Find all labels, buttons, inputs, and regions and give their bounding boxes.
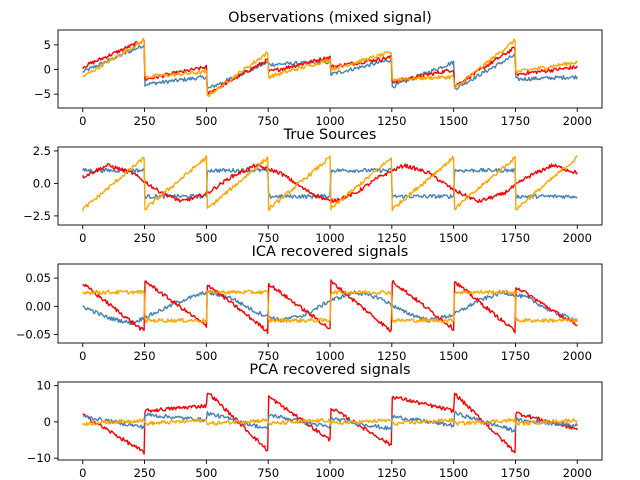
x-tick-label: 1250 (377, 349, 406, 363)
series-line-4-1 (82, 392, 578, 455)
y-tick-label: −0.05 (16, 328, 51, 342)
chart-panel-3: 0 250 500 750 1000 1250 1500 1750 2000 0.05 0.00 −0… (16, 244, 603, 363)
x-tick-label: 1000 (315, 466, 344, 480)
x-tick-label: 250 (134, 349, 156, 363)
x-tick-label: 250 (134, 231, 156, 245)
y-tick-label: 2.5 (33, 144, 51, 158)
y-tick-label: −2.5 (23, 209, 51, 223)
x-tick-label: 2000 (563, 466, 592, 480)
panel-title: PCA recovered signals (249, 362, 410, 378)
x-tick-label: 0 (79, 231, 86, 245)
panel-title: True Sources (283, 127, 377, 143)
x-tick-label: 0 (79, 349, 86, 363)
y-tick-label: −10 (27, 451, 51, 465)
y-tick-label: 0.0 (33, 176, 51, 190)
x-tick-label: 1000 (315, 349, 344, 363)
series-line-2-3 (82, 155, 578, 212)
x-tick-label: 250 (134, 466, 156, 480)
series-line-1-3 (82, 38, 578, 97)
x-tick-label: 1000 (315, 231, 344, 245)
y-tick-label: 0.05 (25, 271, 51, 285)
x-tick-label: 1500 (439, 349, 468, 363)
series-line-4-3 (82, 417, 578, 426)
x-tick-label: 750 (257, 231, 279, 245)
x-tick-label: 500 (195, 114, 217, 128)
x-tick-label: 2000 (563, 349, 592, 363)
x-tick-label: 1750 (501, 349, 530, 363)
x-tick-label: 1750 (501, 114, 530, 128)
x-tick-label: 500 (195, 231, 217, 245)
x-tick-label: 750 (257, 349, 279, 363)
x-tick-label: 1500 (439, 114, 468, 128)
series-line-2-1 (82, 167, 578, 199)
y-tick-label: 0 (44, 62, 51, 76)
x-tick-label: 2000 (563, 231, 592, 245)
y-tick-label: 5 (44, 38, 51, 52)
y-tick-label: 10 (36, 379, 51, 393)
x-tick-label: 1250 (377, 231, 406, 245)
x-tick-label: 0 (79, 114, 86, 128)
x-tick-label: 500 (195, 349, 217, 363)
x-tick-label: 1500 (439, 231, 468, 245)
series-line-3-3 (82, 289, 578, 324)
x-tick-label: 1250 (377, 114, 406, 128)
panel-title: ICA recovered signals (252, 244, 409, 260)
series-line-3-2 (82, 279, 578, 334)
chart-panel-4: 0 250 500 750 1000 1250 1500 1750 2000 10 0 −10 PCA … (27, 362, 603, 480)
x-tick-label: 500 (195, 466, 217, 480)
panel-title: Observations (mixed signal) (228, 10, 432, 26)
x-tick-label: 1750 (501, 466, 530, 480)
x-tick-label: 750 (257, 114, 279, 128)
chart-panel-1: 0 250 500 750 1000 1250 1500 1750 2000 5 0 −5 Observ… (34, 10, 603, 128)
y-tick-label: 0.00 (25, 299, 51, 313)
x-tick-label: 750 (257, 466, 279, 480)
chart-panel-2: 0 250 500 750 1000 1250 1500 1750 2000 2.5 0.0 −2.5… (23, 127, 603, 245)
x-tick-label: 250 (134, 114, 156, 128)
x-tick-label: 0 (79, 466, 86, 480)
y-tick-label: 0 (44, 415, 51, 429)
x-tick-label: 2000 (563, 114, 592, 128)
x-tick-label: 1750 (501, 231, 530, 245)
x-tick-label: 1000 (315, 114, 344, 128)
x-tick-label: 1250 (377, 466, 406, 480)
x-tick-label: 1500 (439, 466, 468, 480)
y-tick-label: −5 (34, 87, 51, 101)
series-line-4-2 (82, 410, 578, 433)
